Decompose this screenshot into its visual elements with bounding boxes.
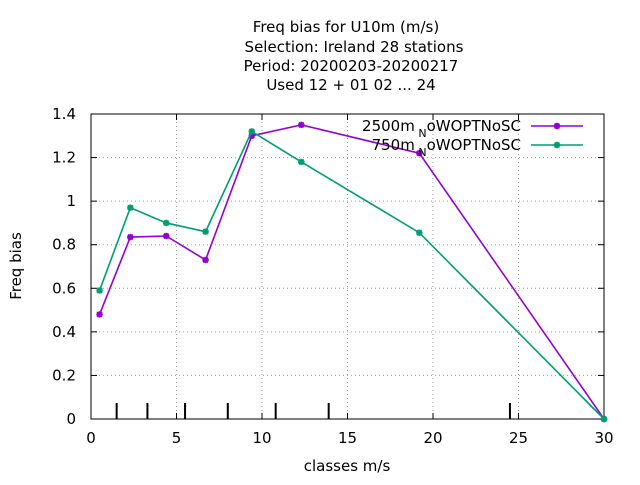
chart-title-line-2: Selection: Ireland 28 stations (245, 38, 464, 56)
ticks: 0 5 10 15 20 25 30 0 0.2 0.4 0.6 0.8 1 1.2 1.4 (52, 105, 613, 447)
data-point (127, 204, 134, 211)
x-tick-label: 30 (594, 429, 613, 447)
data-point (248, 128, 255, 135)
legend-label: 750m NoWOPTNoSC (372, 136, 521, 159)
data-point (96, 311, 103, 318)
x-tick-label: 20 (423, 429, 442, 447)
data-point (163, 232, 170, 240)
x-tick-label: 15 (338, 429, 357, 447)
data-point (416, 229, 423, 236)
data-point (202, 256, 209, 264)
series-line (98, 130, 605, 420)
x-tick-label: 0 (86, 429, 96, 447)
data-point (96, 287, 103, 294)
data-point (202, 228, 209, 235)
y-tick-label: 1.4 (52, 105, 76, 123)
y-axis-label: Freq bias (7, 232, 25, 300)
x-tick-label: 10 (252, 429, 271, 447)
chart-title-line-3: Period: 20200203-20200217 (244, 57, 459, 75)
grid (91, 114, 604, 419)
series-2500m (96, 121, 608, 423)
chart-title-line-1: Freq bias for U10m (m/s) (253, 18, 439, 36)
y-tick-label: 0.6 (52, 279, 76, 297)
data-point (163, 219, 170, 227)
x-tick-label: 5 (172, 429, 182, 447)
x-tick-label: 25 (509, 429, 528, 447)
data-point (298, 121, 305, 128)
y-tick-label: 0.8 (52, 236, 76, 254)
y-tick-label: 0 (66, 410, 76, 428)
y-tick-label: 0.2 (52, 366, 76, 384)
data-point (298, 158, 305, 166)
legend-swatch-marker (553, 141, 561, 149)
chart-title-line-4: Used 12 + 01 02 ... 24 (266, 76, 435, 94)
class-markers (115, 403, 511, 419)
y-tick-label: 1.2 (52, 149, 76, 167)
legend-swatch-marker (553, 122, 561, 130)
data-point (416, 150, 423, 157)
series-750m (96, 128, 608, 423)
y-tick-label: 1 (66, 192, 76, 210)
x-axis-label: classes m/s (304, 457, 391, 475)
legend-label: 2500m NoWOPTNoSC (362, 117, 521, 140)
data-point (127, 233, 134, 241)
data-point (600, 415, 608, 423)
series (96, 121, 608, 423)
series-line (98, 124, 605, 420)
y-tick-label: 0.4 (52, 323, 76, 341)
